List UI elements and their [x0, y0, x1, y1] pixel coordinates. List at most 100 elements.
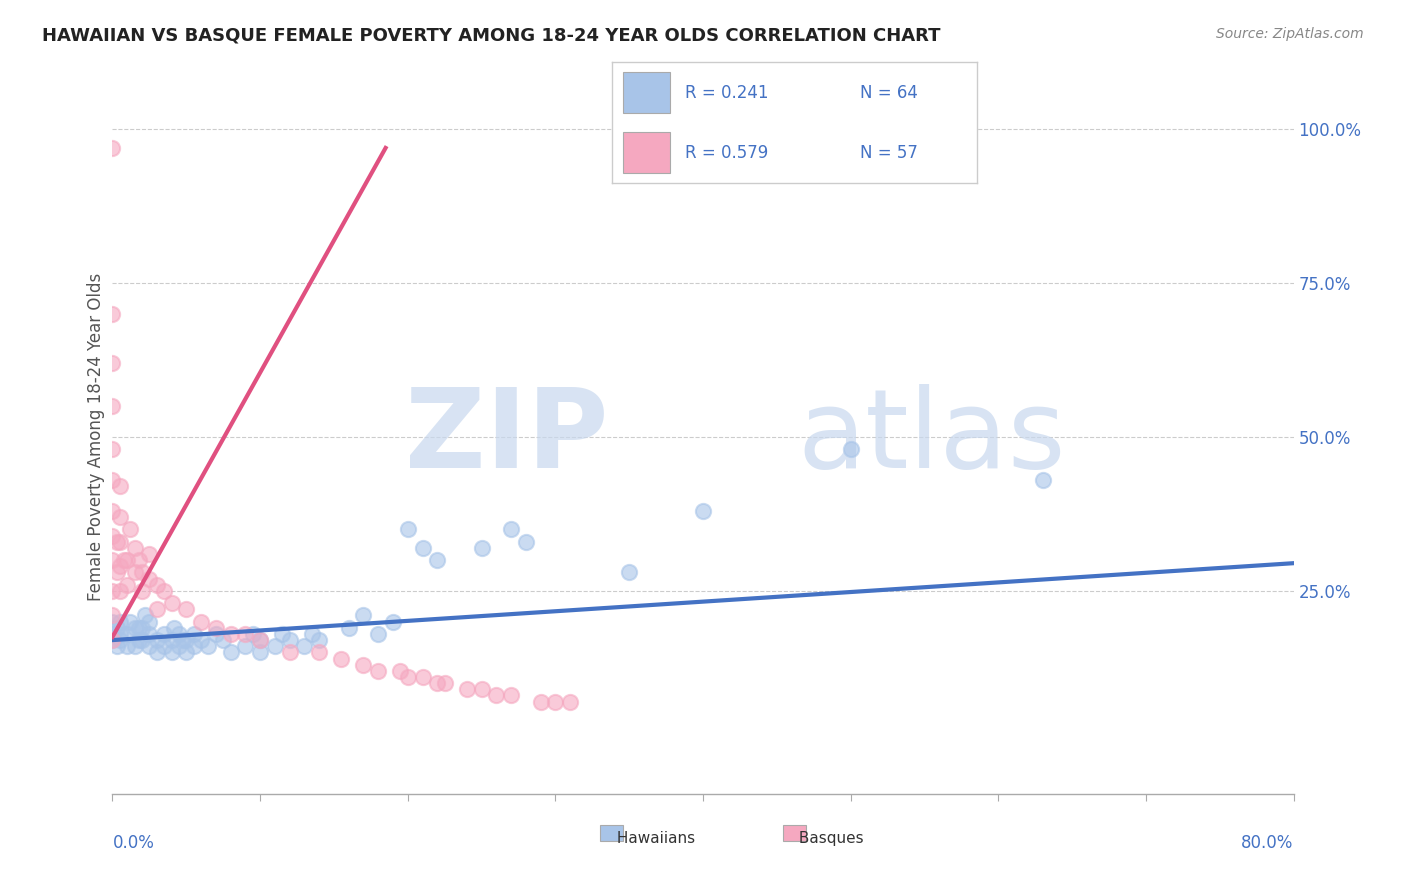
Point — [183, 639, 205, 653]
Point — [153, 627, 176, 641]
Point — [101, 633, 124, 648]
Point — [271, 627, 294, 641]
Point — [411, 541, 433, 555]
Point — [197, 639, 219, 653]
Point — [101, 627, 124, 641]
Point — [292, 639, 315, 653]
Point — [485, 689, 508, 703]
Point — [108, 534, 131, 549]
Point — [330, 651, 353, 665]
Point — [190, 615, 212, 629]
Point — [101, 583, 124, 598]
Point — [219, 645, 242, 659]
Text: 0.0%: 0.0% — [112, 834, 155, 852]
Point — [301, 627, 323, 641]
Point — [367, 664, 389, 678]
Point — [108, 559, 131, 574]
Point — [101, 608, 124, 623]
Point — [153, 639, 176, 653]
Point — [146, 633, 169, 648]
Point — [146, 602, 169, 616]
Point — [692, 504, 714, 518]
Point — [249, 633, 271, 648]
Point — [138, 627, 160, 641]
Point — [183, 627, 205, 641]
Point — [219, 627, 242, 641]
Point — [205, 627, 228, 641]
Point — [233, 627, 256, 641]
Point — [138, 639, 160, 653]
Point — [138, 547, 160, 561]
Point — [117, 578, 138, 592]
Point — [396, 522, 419, 536]
Point — [160, 596, 183, 610]
Point — [249, 633, 271, 648]
Point — [278, 645, 301, 659]
Point — [529, 695, 551, 709]
Point — [124, 621, 146, 635]
Point — [105, 621, 128, 635]
Point — [101, 442, 124, 457]
Text: Source: ZipAtlas.com: Source: ZipAtlas.com — [1216, 27, 1364, 41]
Point — [117, 639, 138, 653]
Point — [501, 689, 523, 703]
Point — [426, 553, 449, 567]
Point — [501, 522, 523, 536]
Bar — [623, 72, 671, 113]
Text: N = 64: N = 64 — [860, 84, 918, 102]
Point — [138, 572, 160, 586]
Point — [396, 670, 419, 684]
Point — [242, 627, 264, 641]
Point — [101, 504, 124, 518]
Point — [108, 583, 131, 598]
Point — [101, 141, 124, 155]
Point — [101, 356, 124, 370]
Point — [153, 583, 176, 598]
Point — [128, 621, 150, 635]
Point — [101, 615, 124, 629]
Point — [426, 676, 449, 690]
Point — [212, 633, 235, 648]
Point — [146, 645, 169, 659]
Point — [174, 645, 197, 659]
Point — [308, 633, 330, 648]
Point — [131, 621, 153, 635]
Point — [101, 473, 124, 487]
Text: N = 57: N = 57 — [860, 144, 918, 161]
Point — [131, 566, 153, 580]
Point — [131, 583, 153, 598]
Point — [470, 682, 494, 697]
Point — [1032, 473, 1054, 487]
Point — [128, 553, 150, 567]
Y-axis label: Female Poverty Among 18-24 Year Olds: Female Poverty Among 18-24 Year Olds — [87, 273, 105, 601]
Text: atlas: atlas — [797, 384, 1066, 491]
Text: R = 0.579: R = 0.579 — [685, 144, 768, 161]
Point — [134, 608, 156, 623]
Point — [205, 621, 228, 635]
Text: 80.0%: 80.0% — [1241, 834, 1294, 852]
Point — [233, 639, 256, 653]
Point — [190, 633, 212, 648]
Point — [249, 645, 271, 659]
Text: HAWAIIAN VS BASQUE FEMALE POVERTY AMONG 18-24 YEAR OLDS CORRELATION CHART: HAWAIIAN VS BASQUE FEMALE POVERTY AMONG … — [42, 27, 941, 45]
Bar — [600, 825, 623, 841]
Text: Hawaiians: Hawaiians — [612, 831, 695, 847]
Point — [167, 627, 190, 641]
Point — [515, 534, 537, 549]
Point — [172, 633, 194, 648]
Point — [160, 645, 183, 659]
Point — [108, 627, 131, 641]
Point — [308, 645, 330, 659]
Point — [174, 633, 197, 648]
Point — [108, 633, 131, 648]
Point — [101, 400, 124, 414]
Point — [108, 510, 131, 524]
Point — [124, 541, 146, 555]
Point — [367, 627, 389, 641]
Point — [101, 633, 124, 648]
Point — [558, 695, 582, 709]
Point — [352, 657, 374, 672]
Point — [101, 553, 124, 567]
Point — [124, 566, 146, 580]
Bar — [783, 825, 806, 841]
